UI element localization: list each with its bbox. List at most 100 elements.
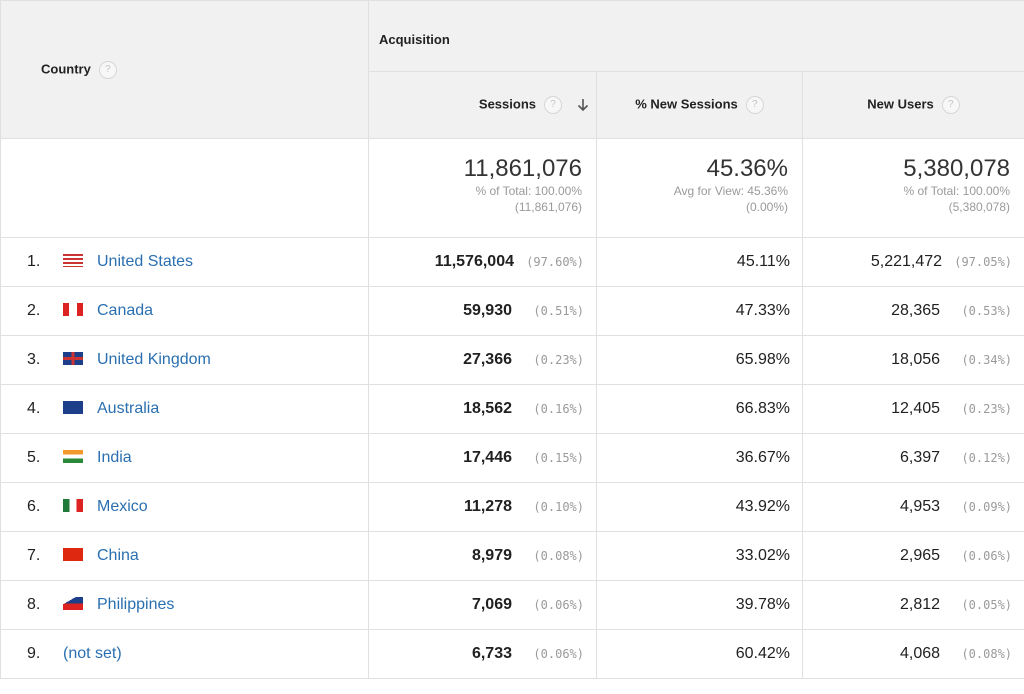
sessions-value: 7,069 xyxy=(471,596,512,613)
group-header: Acquisition xyxy=(367,0,1024,72)
totals-blank xyxy=(0,138,369,238)
help-icon[interactable]: ? xyxy=(98,60,117,79)
country-link[interactable]: Philippines xyxy=(97,596,175,613)
total-cell: 5,380,078 % of Total: 100.00% (5,380,078) xyxy=(801,138,1024,238)
sessions-cell: 8,979 (0.08%) xyxy=(368,531,597,581)
country-link[interactable]: Australia xyxy=(97,400,160,417)
country-link[interactable]: Mexico xyxy=(97,498,148,515)
rank: 1. xyxy=(27,253,41,270)
totals-row: 11,861,076 % of Total: 100.00% (11,861,076… xyxy=(0,138,1024,238)
new-users-percent: (0.05%) xyxy=(961,598,1013,612)
new-sessions-value: 43.92% xyxy=(735,498,790,515)
new-users-value: 5,221,472 xyxy=(870,253,943,270)
new-users-value: 2,812 xyxy=(899,596,941,613)
new-users-percent: (0.23%) xyxy=(961,402,1013,416)
country-cell: 6. Mexico xyxy=(0,482,369,532)
help-icon[interactable]: ? xyxy=(941,96,960,114)
header-label: New Users xyxy=(867,96,934,112)
new-users-cell: 2,965 (0.06%) xyxy=(801,531,1024,581)
flag-icon xyxy=(63,450,83,463)
country-link[interactable]: China xyxy=(97,547,139,564)
new-users-cell: 5,221,472 (97.05%) xyxy=(801,237,1024,287)
country-link[interactable]: India xyxy=(97,449,132,466)
new-sessions-cell: 43.92% xyxy=(596,482,803,532)
sessions-header[interactable]: Sessions? xyxy=(368,71,597,139)
flag-icon xyxy=(63,254,83,267)
sessions-value: 8,979 xyxy=(471,547,512,564)
data-row: 1. United States 11,576,004 (97.60%) 45.11% 5… xyxy=(0,237,1024,287)
country-cell: 8. Philippines xyxy=(0,580,369,630)
help-icon[interactable]: ? xyxy=(544,96,562,114)
country-link[interactable]: (not set) xyxy=(63,645,122,662)
flag-icon xyxy=(63,401,83,414)
sessions-value: 17,446 xyxy=(463,449,512,466)
new-sessions-value: 65.98% xyxy=(735,351,790,368)
new-users-cell: 4,953 (0.09%) xyxy=(801,482,1024,532)
data-row: 9. (not set) 6,733 (0.06%) 60.42% 4,068 (0.08%… xyxy=(0,629,1024,679)
new-users-percent: (97.05%) xyxy=(954,255,1013,269)
sort-arrow[interactable] xyxy=(576,98,590,112)
total-note: Avg for View: 45.36% xyxy=(673,184,788,198)
new-users-percent: (0.53%) xyxy=(961,304,1013,318)
country-header[interactable]: Country? xyxy=(0,0,369,139)
sessions-value: 18,562 xyxy=(463,400,512,417)
total-sub: (0.00%) xyxy=(745,200,788,214)
rank: 4. xyxy=(27,400,41,417)
data-row: 5. India 17,446 (0.15%) 36.67% 6,397 (0.12%) xyxy=(0,433,1024,483)
new-users-value: 4,068 xyxy=(899,645,941,662)
new-users-value: 28,365 xyxy=(891,302,941,319)
country-cell: 3. United Kingdom xyxy=(0,335,369,385)
sessions-percent: (0.15%) xyxy=(533,451,584,465)
new-sessions-header[interactable]: % New Sessions? xyxy=(596,71,803,139)
new-users-cell: 28,365 (0.53%) xyxy=(801,286,1024,336)
rank: 8. xyxy=(27,596,41,613)
new-users-percent: (0.34%) xyxy=(961,353,1013,367)
help-icon[interactable]: ? xyxy=(745,96,764,114)
total-value: 11,861,076 xyxy=(463,155,582,182)
report-table: Country? Acquisition Sessions? % New Ses… xyxy=(0,0,1024,679)
new-users-cell: 6,397 (0.12%) xyxy=(801,433,1024,483)
new-sessions-value: 45.11% xyxy=(736,253,790,270)
data-row: 4. Australia 18,562 (0.16%) 66.83% 12,405 (0.2… xyxy=(0,384,1024,434)
new-users-header[interactable]: New Users? xyxy=(801,71,1024,139)
new-sessions-cell: 45.11% xyxy=(596,237,803,287)
total-sub: (11,861,076) xyxy=(514,200,582,214)
total-value: 45.36% xyxy=(706,155,788,182)
rank: 9. xyxy=(27,645,41,662)
sessions-cell: 7,069 (0.06%) xyxy=(368,580,597,630)
header-label: Acquisition xyxy=(379,32,450,47)
sessions-percent: (0.23%) xyxy=(533,353,584,367)
country-cell: 5. India xyxy=(0,433,369,483)
flag-icon xyxy=(63,352,83,365)
new-users-cell: 12,405 (0.23%) xyxy=(801,384,1024,434)
new-sessions-cell: 39.78% xyxy=(596,580,803,630)
sessions-cell: 11,576,004 (97.60%) xyxy=(368,237,597,287)
new-sessions-value: 47.33% xyxy=(735,302,790,319)
header-label: Country xyxy=(41,60,91,76)
data-row: 7. China 8,979 (0.08%) 33.02% 2,965 (0.06%) xyxy=(0,531,1024,581)
new-users-value: 2,965 xyxy=(899,547,941,564)
country-cell: 7. China xyxy=(0,531,369,581)
header-label: Sessions xyxy=(478,96,536,112)
new-sessions-value: 36.67% xyxy=(735,449,790,466)
data-row: 6. Mexico 11,278 (0.10%) 43.92% 4,953 (0.09%) xyxy=(0,482,1024,532)
country-cell: 2. Canada xyxy=(0,286,369,336)
country-link[interactable]: United States xyxy=(97,253,194,270)
rank: 5. xyxy=(27,449,41,466)
new-users-cell: 2,812 (0.05%) xyxy=(801,580,1024,630)
flag-icon xyxy=(63,303,83,316)
sessions-percent: (0.51%) xyxy=(533,304,584,318)
country-link[interactable]: United Kingdom xyxy=(97,351,211,368)
total-cell: 45.36% Avg for View: 45.36% (0.00%) xyxy=(596,138,803,238)
flag-icon xyxy=(63,597,83,610)
sessions-value: 11,278 xyxy=(463,498,512,515)
country-link[interactable]: Canada xyxy=(97,302,154,319)
total-sub: (5,380,078) xyxy=(948,200,1011,214)
country-cell: 9. (not set) xyxy=(0,629,369,679)
new-users-value: 4,953 xyxy=(899,498,941,515)
sessions-percent: (0.16%) xyxy=(533,402,584,416)
sessions-cell: 11,278 (0.10%) xyxy=(368,482,597,532)
rank: 7. xyxy=(27,547,41,564)
total-value: 5,380,078 xyxy=(903,155,1011,182)
header-label: % New Sessions xyxy=(635,96,738,112)
